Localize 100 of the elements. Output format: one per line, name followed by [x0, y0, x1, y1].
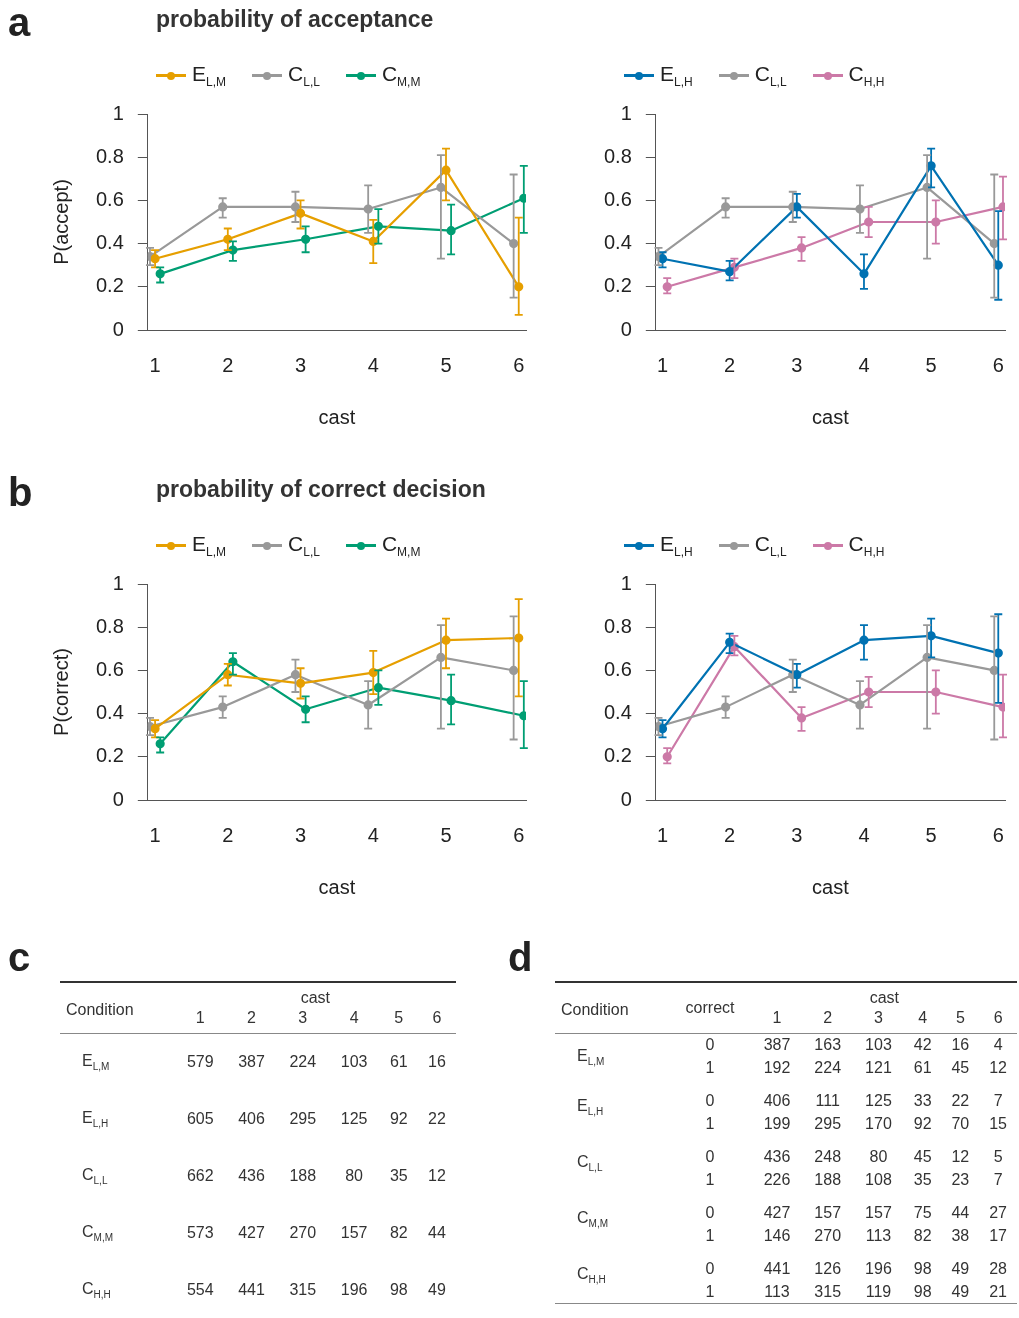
data-label: 157	[813, 1203, 843, 1223]
y-tick-label: 0.8	[603, 144, 632, 167]
data-label: 270	[288, 1223, 318, 1243]
data-label: 436	[762, 1147, 792, 1167]
x-axis-title: cast	[318, 875, 356, 898]
y-tick-label: C$_{M,M}$	[81, 1221, 114, 1246]
x-tick-label: 6	[992, 1008, 1004, 1028]
y-tick-label: 0.6	[603, 187, 632, 210]
x-tick-label: 3	[294, 353, 307, 376]
x-tick-label: 4	[367, 353, 379, 376]
data-label: 125	[339, 1109, 369, 1129]
y2-tick-label: E$_{L,H}$	[576, 1096, 605, 1120]
x-axis-title: cast	[318, 405, 356, 428]
legend-label: C$_{H,H}$	[848, 532, 885, 560]
x-tick-label: 1	[656, 823, 669, 846]
x-tick-label: 3	[791, 353, 803, 376]
x-tick-label: 4	[367, 823, 379, 846]
x-tick-label: 3	[297, 1008, 309, 1028]
legend-label: E$_{L,M}$	[192, 62, 227, 90]
data-label: 7	[992, 1170, 1004, 1190]
data-label: 192	[762, 1058, 792, 1078]
y-tick-label: 1	[112, 571, 124, 594]
data-label: 295	[813, 1114, 843, 1134]
data-label: 7	[992, 1091, 1004, 1111]
data-label: 126	[813, 1259, 843, 1279]
data-label: 12	[427, 1166, 447, 1186]
x-tick-label: 3	[791, 823, 803, 846]
y-tick-label: 1	[620, 101, 632, 124]
data-label: 121	[864, 1058, 893, 1078]
data-label: 21	[988, 1281, 1008, 1302]
y-tick-label: 1	[704, 1114, 716, 1134]
x-tick-label: 2	[724, 823, 736, 846]
data-label: 224	[813, 1058, 843, 1078]
y-tick-label: 0.6	[603, 657, 632, 680]
data-label: 436	[237, 1166, 266, 1186]
legend-label: C$_{H,H}$	[848, 62, 885, 90]
data-label: 16	[427, 1052, 447, 1073]
data-label: 157	[339, 1223, 369, 1243]
x-tick-label: 1	[656, 353, 669, 376]
y-tick-label: 0.4	[603, 231, 632, 254]
y-tick-label: 0	[704, 1147, 716, 1167]
data-label: 80	[344, 1166, 364, 1186]
data-label: 554	[185, 1279, 215, 1300]
data-label: 188	[813, 1170, 843, 1190]
data-label: 35	[388, 1166, 409, 1186]
x-axis-title: cast	[299, 988, 331, 1007]
data-label: 662	[185, 1166, 215, 1186]
y-tick-label: 0.8	[95, 614, 124, 637]
text: b	[8, 470, 33, 514]
data-label: 188	[288, 1166, 318, 1186]
y-tick-label: 1	[620, 571, 632, 594]
x-tick-label: 5	[925, 353, 937, 376]
data-label: 113	[763, 1281, 791, 1302]
data-label: 111	[814, 1091, 841, 1111]
x-tick-label: 4	[858, 823, 870, 846]
y-tick-label: C$_{L,L}$	[81, 1164, 109, 1189]
x-tick-label: 1	[771, 1008, 783, 1028]
data-label: 45	[950, 1058, 971, 1078]
y-tick-label: 0.4	[95, 231, 124, 254]
data-label: 248	[813, 1147, 843, 1167]
x-tick-label: 2	[246, 1008, 257, 1028]
legend-label: E$_{L,H}$	[660, 62, 693, 90]
x-tick-label: 6	[513, 823, 525, 846]
y2-tick-label: C$_{M,M}$	[576, 1208, 609, 1232]
y-tick-label: 0.2	[603, 274, 632, 297]
x-tick-label: 1	[149, 823, 161, 846]
x-axis-title: cast	[868, 988, 900, 1007]
data-label: 315	[288, 1279, 318, 1300]
y-tick-label: E$_{L,H}$	[81, 1107, 110, 1132]
text: a	[8, 0, 31, 44]
legend-label: C$_{M,M}$	[381, 62, 421, 90]
data-label: 98	[912, 1259, 933, 1279]
data-label: 12	[950, 1147, 971, 1167]
y-tick-label: 0	[112, 317, 124, 340]
y-tick-label: 0	[704, 1091, 716, 1111]
data-label: 4	[992, 1035, 1004, 1056]
y-tick-label: 0.6	[95, 657, 124, 680]
data-label: 146	[762, 1226, 792, 1246]
data-label: 12	[988, 1058, 1008, 1078]
data-label: 163	[813, 1035, 843, 1056]
data-label: 27	[988, 1203, 1008, 1223]
data-label: 157	[864, 1203, 893, 1223]
y-tick-label: 1	[704, 1226, 716, 1246]
data-label: 170	[864, 1114, 893, 1134]
y-tick-label: 0.2	[95, 274, 124, 297]
data-label: 573	[185, 1223, 215, 1243]
x-tick-label: 4	[858, 353, 870, 376]
data-label: 38	[950, 1226, 971, 1246]
x-tick-label: 4	[348, 1008, 360, 1028]
data-label: 605	[185, 1109, 215, 1129]
y-tick-label: 1	[704, 1058, 716, 1078]
data-label: 44	[427, 1223, 447, 1243]
x-tick-label: 3	[294, 823, 307, 846]
x-tick-label: 5	[393, 1008, 405, 1028]
data-label: 33	[912, 1091, 933, 1111]
x-tick-label: 5	[440, 353, 452, 376]
y-tick-label: 0	[620, 317, 632, 340]
y2-tick-label: C$_{L,L}$	[576, 1152, 604, 1176]
y-tick-label: 0.4	[95, 701, 124, 724]
point	[295, 208, 306, 218]
